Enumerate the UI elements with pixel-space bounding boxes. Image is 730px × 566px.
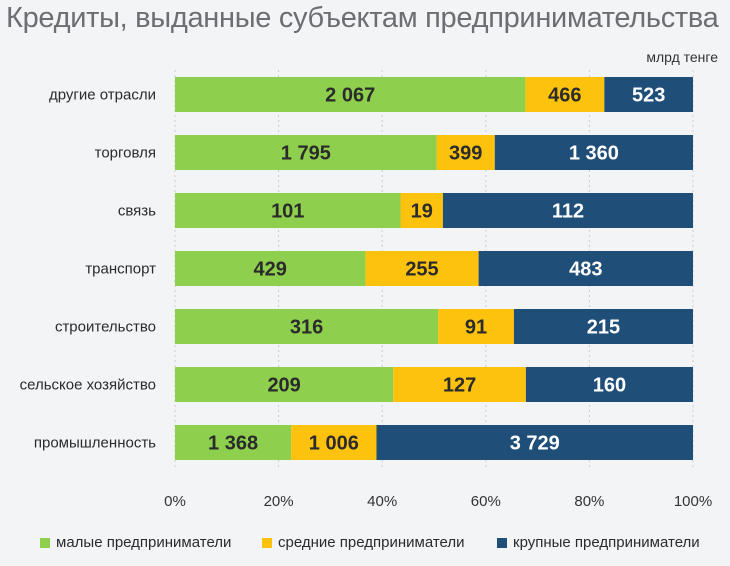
- data-label: 1 006: [309, 433, 359, 455]
- bar-segment: [442, 193, 693, 228]
- data-label: 91: [465, 317, 487, 339]
- bar-segment: [175, 193, 401, 228]
- data-label: 483: [569, 259, 602, 281]
- bar-segment: [478, 251, 693, 286]
- category-label: строительство: [55, 319, 156, 336]
- category-label: транспорт: [85, 261, 156, 278]
- x-axis-ticks: 0% 20% 40% 60% 80% 100%: [164, 493, 712, 510]
- unit-label: млрд тенге: [646, 49, 718, 65]
- data-label: 429: [254, 259, 287, 281]
- legend-item: малые предприниматели: [40, 534, 231, 551]
- bar-segment: [365, 251, 479, 286]
- data-label: 3 729: [510, 433, 560, 455]
- chart-title: Кредиты, выданные субъектам предпринимат…: [6, 2, 719, 34]
- data-label: 1 360: [569, 143, 619, 165]
- bar-segment: [291, 425, 377, 460]
- data-label: 1 368: [208, 433, 258, 455]
- data-label: 523: [632, 85, 665, 107]
- legend-label: малые предприниматели: [56, 534, 232, 551]
- data-label: 399: [449, 143, 482, 165]
- bar-segment: [604, 77, 693, 112]
- legend-swatch: [262, 537, 272, 548]
- category-label: сельское хозяйство: [20, 377, 156, 394]
- category-label: промышленность: [34, 435, 156, 452]
- data-label: 101: [271, 201, 304, 223]
- legend-label: крупные предприниматели: [513, 534, 700, 551]
- x-tick-label: 100%: [674, 493, 712, 510]
- data-label: 466: [548, 85, 581, 107]
- bar-segment: [436, 135, 495, 170]
- data-label: 215: [587, 317, 620, 339]
- bar-segment: [525, 367, 693, 402]
- data-label: 1 795: [281, 143, 331, 165]
- legend-item: крупные предприниматели: [497, 534, 700, 551]
- data-label: 2 067: [325, 85, 375, 107]
- bar-segment: [175, 367, 394, 402]
- data-label: 316: [290, 317, 323, 339]
- bar-segment: [175, 135, 437, 170]
- legend-swatch: [497, 537, 507, 548]
- legend-label: средние предприниматели: [278, 534, 465, 551]
- bar-segment: [376, 425, 693, 460]
- bar-segment: [438, 309, 514, 344]
- bar-segment: [175, 425, 292, 460]
- x-tick-label: 20%: [264, 493, 294, 510]
- category-label: связь: [118, 203, 156, 220]
- legend: малые предприниматели средние предпринима…: [0, 534, 730, 558]
- data-label: 160: [593, 375, 626, 397]
- x-tick-label: 0%: [164, 493, 186, 510]
- data-label: 209: [267, 375, 300, 397]
- bar-segment: [400, 193, 443, 228]
- bar-segment: [494, 135, 693, 170]
- data-label: 19: [411, 201, 433, 223]
- category-label: другие отрасли: [49, 87, 156, 104]
- bar-segment: [513, 309, 693, 344]
- bar-segment: [175, 77, 526, 112]
- data-label: 112: [552, 201, 584, 223]
- chart-plot: 2 067 466 523 1 795 399 1 360 101 19 112 429 255 48…: [20, 70, 712, 510]
- bars: 2 067 466 523 1 795 399 1 360 101 19 112 429 255 48…: [175, 77, 693, 460]
- bar-segment: [175, 251, 366, 286]
- category-labels: другие отрасли торговля связь транспорт стро…: [20, 87, 157, 452]
- category-label: торговля: [95, 145, 156, 162]
- bar-segment: [525, 77, 605, 112]
- bar-segment: [393, 367, 526, 402]
- x-tick-label: 40%: [367, 493, 397, 510]
- data-label: 127: [443, 375, 476, 397]
- x-tick-label: 60%: [471, 493, 501, 510]
- x-tick-label: 80%: [574, 493, 604, 510]
- legend-swatch: [40, 537, 50, 548]
- bar-segment: [175, 309, 439, 344]
- data-label: 255: [405, 259, 438, 281]
- legend-item: средние предприниматели: [262, 534, 465, 551]
